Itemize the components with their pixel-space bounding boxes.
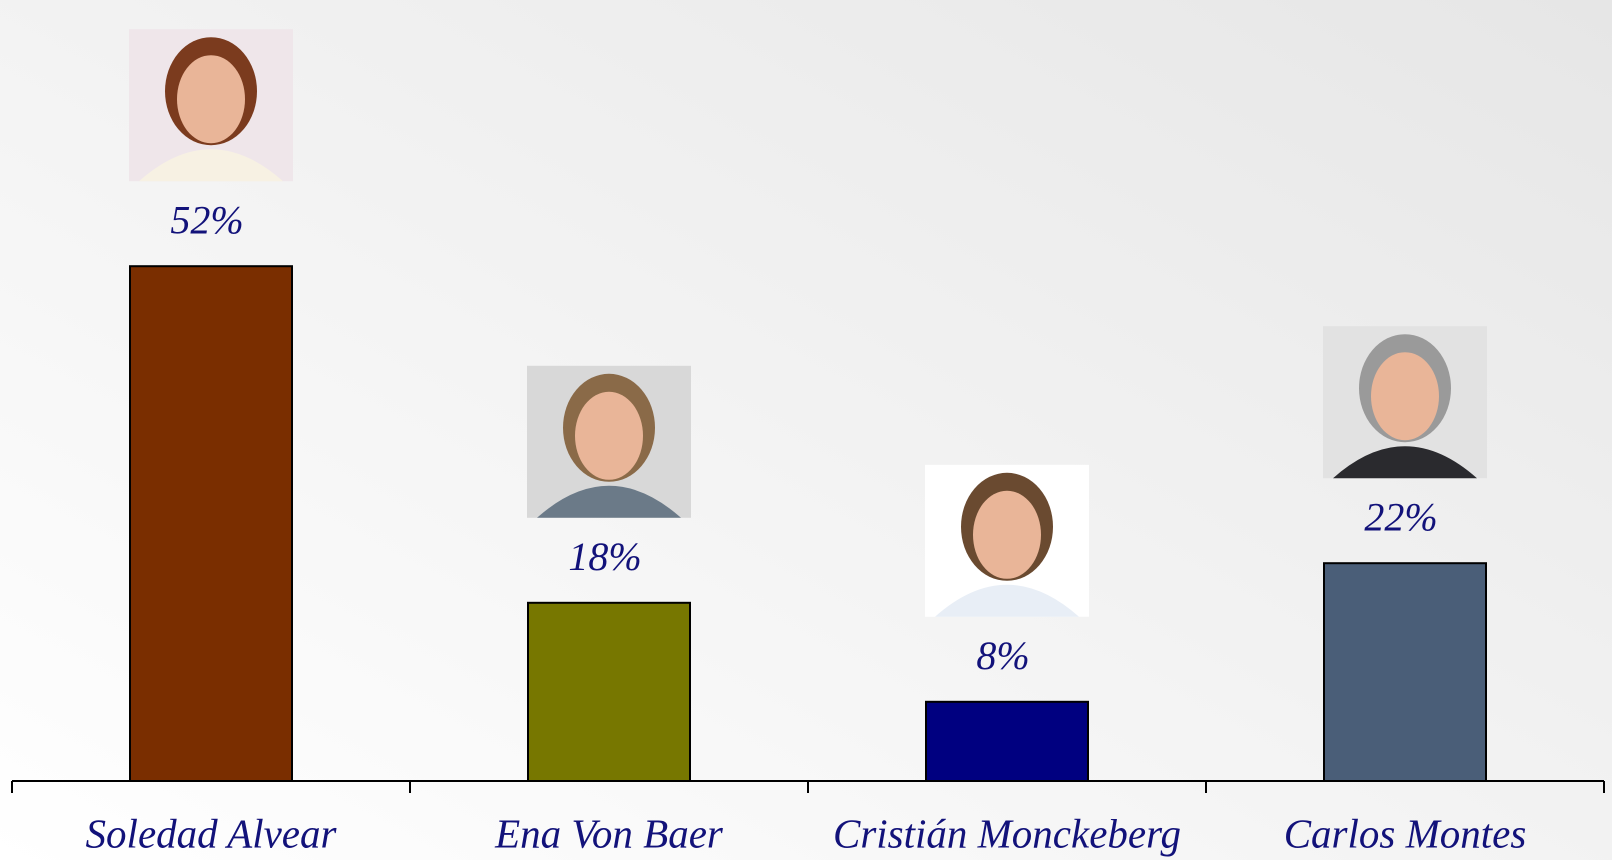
- candidate-photo: [527, 365, 691, 518]
- bar: [925, 700, 1089, 782]
- photo-body: [139, 149, 283, 182]
- category-label: Soledad Alvear: [86, 810, 338, 856]
- category-label: Cristián Monckeberg: [833, 810, 1181, 856]
- photo-face: [177, 55, 245, 144]
- photo-face: [1371, 352, 1439, 441]
- candidate-photo: [1323, 326, 1487, 479]
- photo-body: [935, 584, 1079, 617]
- value-label: 8%: [976, 633, 1029, 678]
- candidate-photo: [129, 29, 293, 182]
- category-label: Carlos Montes: [1284, 810, 1527, 856]
- photo-face: [575, 391, 643, 480]
- bar: [527, 601, 691, 782]
- photo-face: [973, 490, 1041, 579]
- photo-body: [537, 485, 681, 518]
- category-label: Ena Von Baer: [494, 810, 724, 856]
- value-label: 22%: [1364, 494, 1437, 539]
- bar: [129, 265, 293, 782]
- candidate-photo: [925, 464, 1089, 617]
- bar: [1323, 562, 1487, 783]
- value-label: 52%: [170, 197, 243, 242]
- photo-body: [1333, 446, 1477, 479]
- value-label: 18%: [568, 534, 641, 579]
